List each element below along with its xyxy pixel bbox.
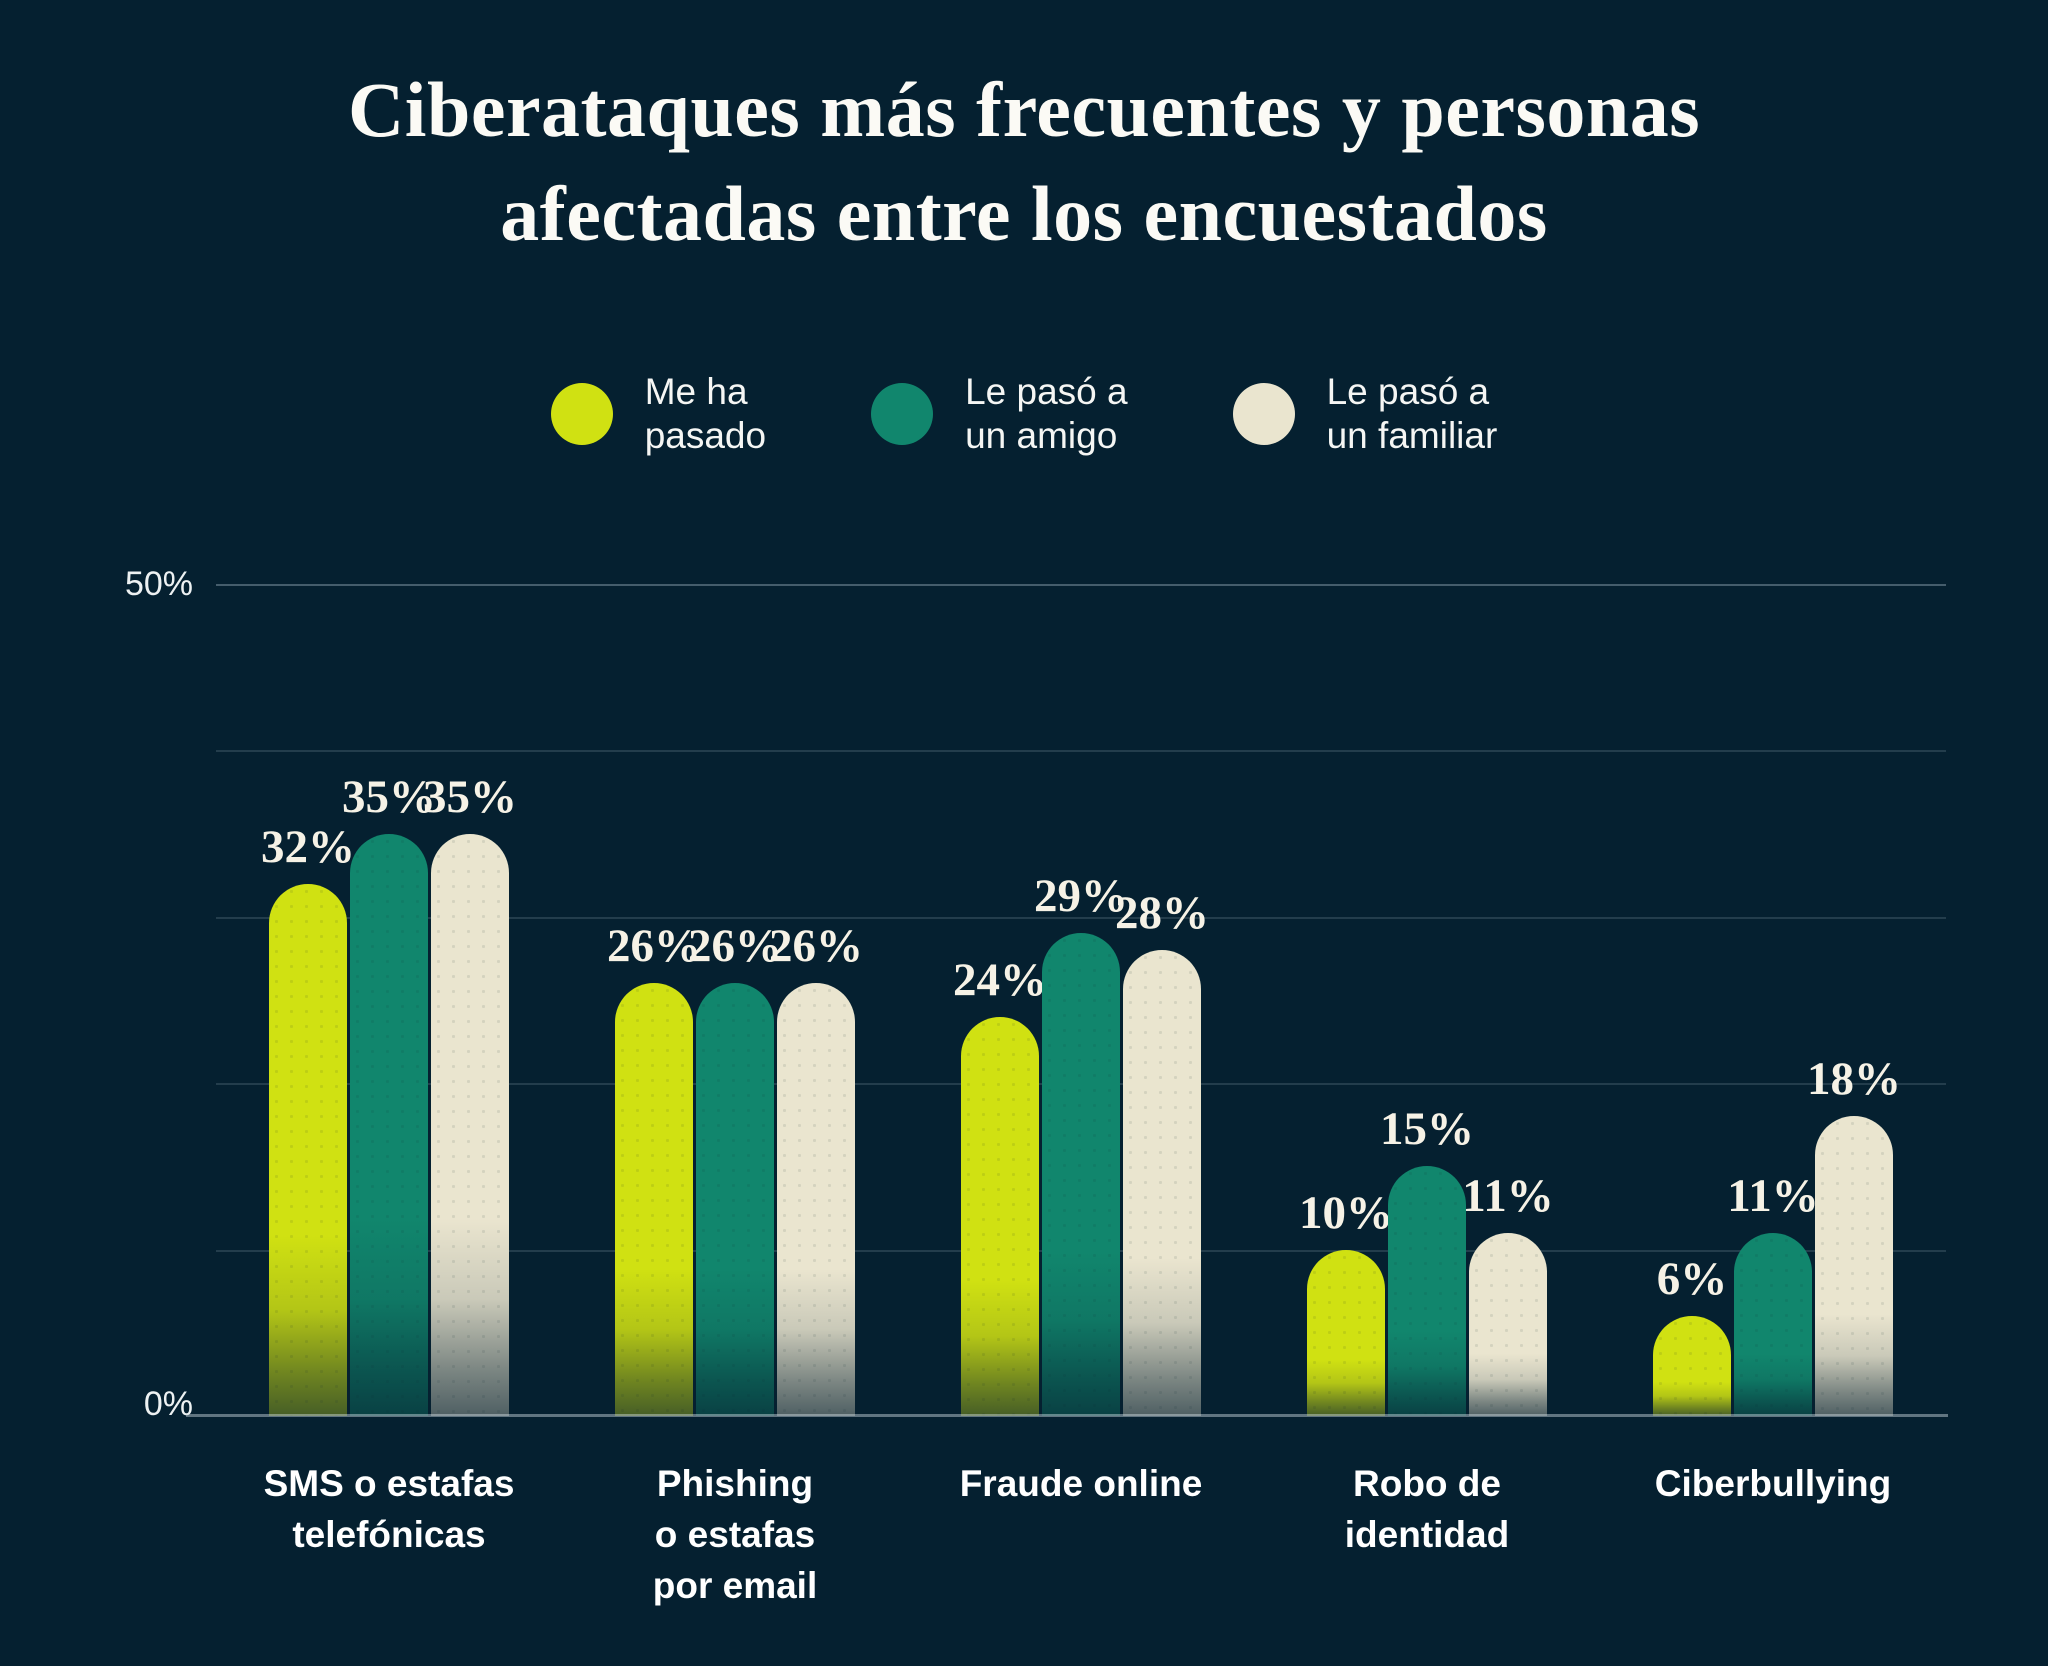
value-label: 29% — [1034, 870, 1128, 923]
bar-group-phishing-o-estafas-por-email: 26% 26% 26% — [607, 584, 863, 1416]
bar-me-ha-pasado — [1653, 1316, 1731, 1416]
bar-slot: 6% — [1653, 1253, 1731, 1416]
legend-marker-icon — [871, 383, 934, 445]
bar-le-paso-a-un-amigo — [696, 983, 774, 1416]
legend-label: Le pasó a un amigo — [965, 371, 1128, 456]
value-label: 35% — [342, 770, 436, 823]
plot-area: 32% 35% 35% 26% 26% 26% 24% 29% 28% 10% 15% 11% 6% 11… — [216, 584, 1946, 1416]
bar-slot: 26% — [688, 920, 782, 1416]
bar-slot: 10% — [1299, 1187, 1393, 1416]
bar-le-paso-a-un-amigo — [1388, 1166, 1466, 1416]
bar-slot: 35% — [342, 771, 436, 1416]
bar-le-paso-a-un-familiar — [1469, 1232, 1547, 1416]
bar-me-ha-pasado — [1307, 1249, 1385, 1416]
y-axis-label-50: 50% — [124, 565, 193, 603]
gridline-40 — [216, 750, 1946, 753]
y-axis-label-0: 0% — [143, 1385, 193, 1423]
bar-slot: 26% — [769, 920, 863, 1416]
value-label: 35% — [423, 770, 517, 823]
category-label-ciberbullying: Ciberbullying — [1654, 1463, 1892, 1504]
legend-marker-icon — [550, 383, 613, 445]
value-label: 32% — [261, 820, 355, 873]
category-label-sms-o-estafas-telefonicas: SMS o estafas telefónicas — [263, 1463, 515, 1556]
bar-me-ha-pasado — [269, 883, 347, 1416]
value-label: 24% — [953, 953, 1047, 1006]
legend-item-me-ha-pasado: Me ha pasado — [550, 370, 767, 458]
x-axis-line — [186, 1414, 1948, 1417]
bar-slot: 32% — [261, 821, 355, 1416]
bar-slot: 29% — [1034, 870, 1128, 1416]
bar-le-paso-a-un-amigo — [350, 833, 428, 1416]
value-label: 26% — [688, 920, 782, 973]
chart-title: Ciberataques más frecuentes y personas a… — [347, 66, 1701, 257]
bar-slot: 24% — [953, 954, 1047, 1416]
value-label: 15% — [1380, 1103, 1474, 1156]
bar-le-paso-a-un-familiar — [1123, 950, 1201, 1416]
bar-le-paso-a-un-familiar — [1815, 1116, 1893, 1416]
gridline-30 — [216, 916, 1946, 919]
value-label: 26% — [769, 920, 863, 973]
value-label: 6% — [1656, 1253, 1728, 1306]
category-label-phishing-o-estafas-por-email: Phishing o estafas por email — [652, 1463, 818, 1607]
gridline-50 — [216, 584, 1946, 586]
value-label: 18% — [1807, 1053, 1901, 1106]
bar-me-ha-pasado — [961, 1016, 1039, 1416]
category-label-robo-de-identidad: Robo de identidad — [1344, 1463, 1510, 1556]
category-labels: SMS o estafas telefónicas Phishing o esta… — [216, 1458, 1946, 1611]
bar-slot: 15% — [1380, 1103, 1474, 1416]
bar-le-paso-a-un-amigo — [1734, 1232, 1812, 1416]
legend-item-le-paso-a-un-familiar: Le pasó a un familiar — [1232, 370, 1498, 458]
bar-slot: 11% — [1727, 1170, 1819, 1416]
value-label: 11% — [1462, 1169, 1554, 1222]
bar-me-ha-pasado — [615, 983, 693, 1416]
bar-slot: 18% — [1807, 1053, 1901, 1416]
legend: Me ha pasado Le pasó a un amigo Le pasó … — [0, 370, 2048, 458]
bar-slot: 35% — [423, 771, 517, 1416]
bar-slot: 11% — [1462, 1170, 1554, 1416]
value-label: 26% — [607, 920, 701, 973]
bar-groups: 32% 35% 35% 26% 26% 26% 24% 29% 28% 10% 15% 11% 6% 11… — [216, 584, 1946, 1416]
value-label: 11% — [1727, 1169, 1819, 1222]
bar-le-paso-a-un-familiar — [777, 983, 855, 1416]
value-label: 10% — [1299, 1186, 1393, 1239]
legend-label: Me ha pasado — [644, 371, 767, 456]
bar-group-robo-de-identidad: 10% 15% 11% — [1299, 584, 1554, 1416]
bar-le-paso-a-un-familiar — [431, 833, 509, 1416]
bar-group-sms-o-estafas-telefonicas: 32% 35% 35% — [261, 584, 517, 1416]
bar-group-fraude-online: 24% 29% 28% — [953, 584, 1209, 1416]
bar-le-paso-a-un-amigo — [1042, 933, 1120, 1416]
bar-slot: 26% — [607, 920, 701, 1416]
value-label: 28% — [1115, 887, 1209, 940]
legend-item-le-paso-a-un-amigo: Le pasó a un amigo — [871, 370, 1128, 458]
bar-slot: 28% — [1115, 887, 1209, 1416]
category-label-fraude-online: Fraude online — [959, 1463, 1203, 1504]
bar-group-ciberbullying: 6% 11% 18% — [1653, 584, 1901, 1416]
legend-marker-icon — [1232, 383, 1295, 445]
legend-label: Le pasó a un familiar — [1326, 371, 1498, 456]
